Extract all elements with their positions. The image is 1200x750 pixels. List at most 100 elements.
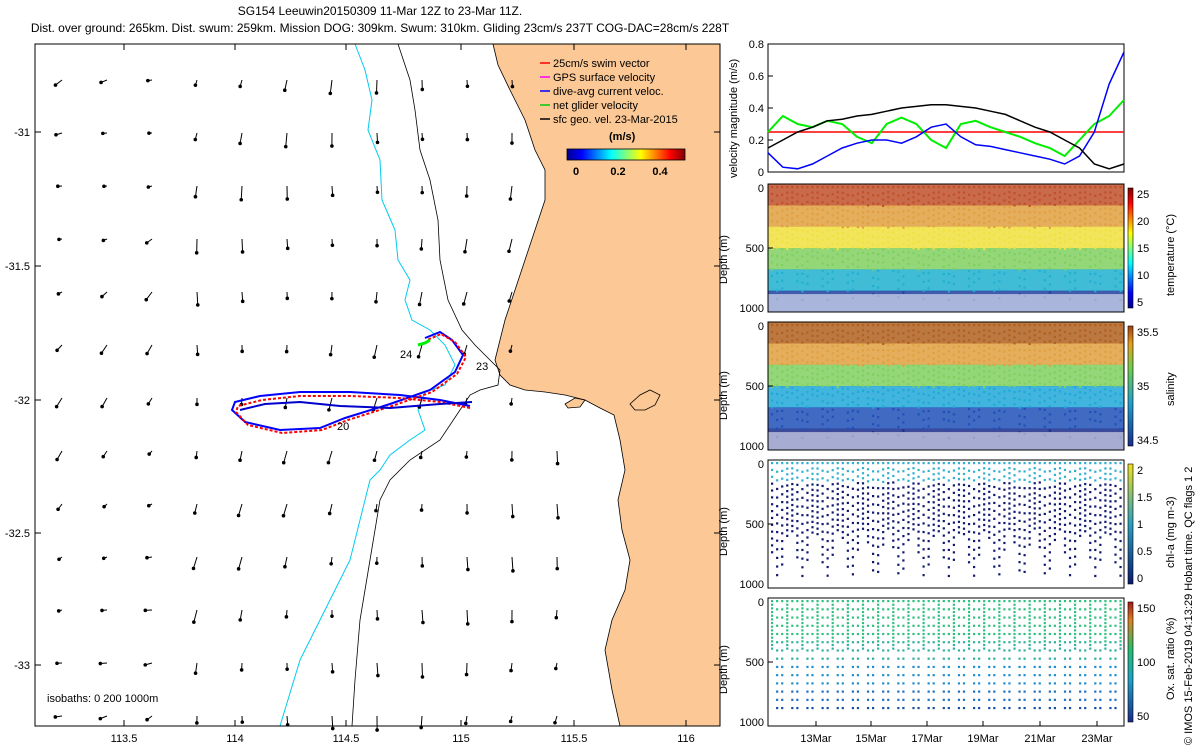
data-point	[947, 488, 950, 491]
data-point	[942, 624, 945, 627]
data-point	[902, 234, 905, 237]
data-point	[781, 355, 784, 358]
data-point	[786, 258, 789, 261]
data-point	[988, 490, 991, 493]
data-point	[1063, 551, 1067, 554]
data-point	[957, 345, 961, 348]
data-point	[771, 324, 774, 327]
data-point	[1109, 207, 1112, 211]
data-point	[1089, 186, 1092, 189]
data-point	[1028, 647, 1031, 650]
data-point	[821, 608, 824, 611]
data-point	[1104, 382, 1107, 385]
data-point	[836, 706, 839, 710]
data-point	[1013, 222, 1016, 225]
data-point	[796, 698, 799, 701]
data-point	[806, 208, 809, 211]
data-point	[846, 533, 849, 536]
data-point	[1058, 364, 1062, 367]
data-point	[902, 380, 905, 383]
data-point	[811, 467, 814, 470]
geo-velocity-arrow	[194, 79, 198, 86]
data-point	[1109, 389, 1112, 392]
data-point	[952, 383, 955, 386]
data-point	[771, 496, 774, 499]
data-point	[1053, 600, 1056, 603]
data-point	[1008, 502, 1011, 505]
data-point	[1038, 616, 1041, 619]
data-point	[1094, 566, 1097, 569]
geo-velocity-arrow-head	[374, 508, 378, 513]
data-point	[851, 435, 854, 438]
data-point	[897, 434, 900, 437]
section-band	[768, 322, 1124, 344]
data-point	[836, 196, 839, 199]
data-point	[952, 238, 955, 241]
geo-velocity-arrow-head	[554, 666, 558, 671]
data-point	[801, 436, 804, 440]
data-point	[836, 227, 839, 230]
data-point	[922, 220, 925, 223]
data-point	[1043, 538, 1046, 541]
data-point	[831, 629, 834, 632]
data-point	[846, 395, 849, 398]
data-point	[932, 346, 935, 349]
data-point	[811, 250, 814, 253]
data-point	[983, 632, 986, 636]
data-point	[872, 632, 875, 636]
data-point	[993, 493, 996, 497]
data-point	[821, 492, 824, 495]
data-point	[1008, 389, 1011, 392]
data-point	[998, 632, 1001, 636]
data-point	[947, 255, 950, 258]
data-point	[922, 640, 925, 643]
data-point	[801, 341, 804, 344]
data-point	[882, 349, 885, 352]
data-point	[811, 608, 814, 611]
map-xtick-label: 113.5	[111, 733, 138, 745]
data-point	[811, 196, 814, 199]
data-point	[927, 532, 930, 535]
data-point	[897, 324, 900, 327]
data-point	[872, 649, 875, 652]
data-point	[861, 231, 865, 234]
data-point	[836, 247, 839, 251]
data-point	[866, 516, 870, 520]
data-point	[1089, 258, 1092, 261]
data-point	[1028, 603, 1031, 606]
data-point	[851, 211, 854, 214]
data-point	[872, 381, 875, 384]
data-point	[957, 255, 961, 258]
data-point	[1048, 641, 1051, 644]
data-point	[1023, 487, 1026, 490]
data-point	[1074, 401, 1077, 405]
map-ytick-label: -32	[14, 395, 30, 407]
data-point	[1053, 389, 1056, 392]
data-point	[947, 358, 950, 361]
geo-velocity-arrow-head	[554, 615, 559, 620]
data-point	[973, 384, 976, 387]
geo-velocity-arrow-head	[330, 144, 334, 148]
data-point	[993, 379, 996, 382]
data-point	[1033, 389, 1036, 392]
data-point	[973, 557, 976, 560]
data-point	[816, 632, 819, 636]
data-point	[786, 523, 789, 526]
data-point	[1094, 410, 1097, 414]
data-point	[1013, 625, 1016, 628]
data-point	[1048, 510, 1051, 513]
data-point	[922, 614, 925, 617]
data-point	[1099, 521, 1102, 524]
data-point	[776, 401, 779, 404]
data-point	[1028, 537, 1031, 540]
data-point	[811, 531, 814, 534]
data-point	[993, 225, 996, 229]
data-point	[1084, 227, 1087, 231]
data-point	[806, 405, 809, 409]
data-point	[816, 224, 819, 227]
data-point	[1104, 600, 1107, 603]
data-point	[781, 386, 784, 389]
data-point	[791, 254, 794, 257]
data-point	[1079, 396, 1082, 399]
data-point	[1068, 624, 1072, 627]
